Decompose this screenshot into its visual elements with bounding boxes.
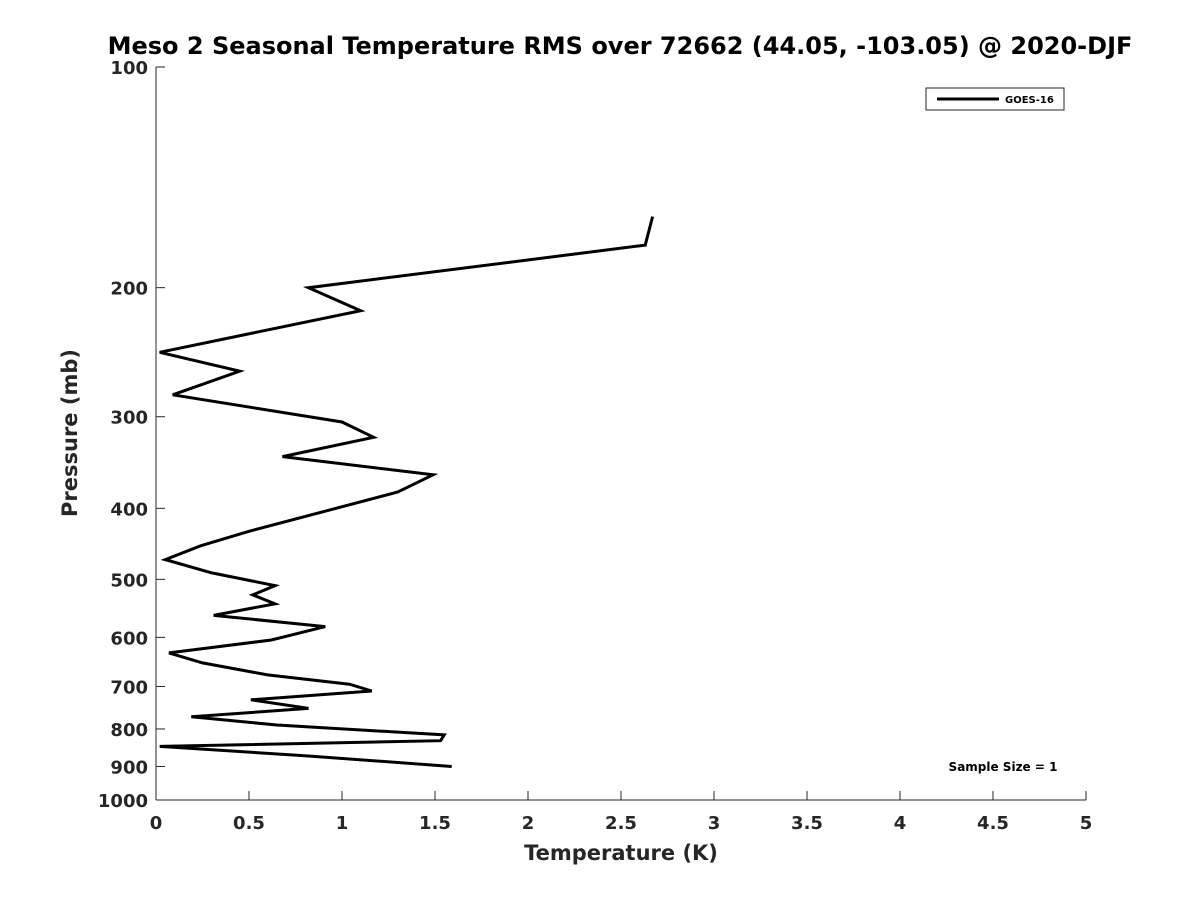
x-tick-label: 0 bbox=[150, 813, 163, 834]
x-tick-label: 1 bbox=[336, 813, 349, 834]
x-tick-label: 2.5 bbox=[605, 813, 637, 834]
y-ticks: 100 200 300 400 500 600 700 800 900 1000 bbox=[98, 58, 165, 812]
y-tick-label: 100 bbox=[110, 58, 148, 79]
y-tick-label: 800 bbox=[110, 720, 148, 741]
x-tick-label: 0.5 bbox=[233, 813, 265, 834]
x-tick-label: 1.5 bbox=[419, 813, 451, 834]
x-ticks: 0 0.5 1 1.5 2 2.5 3 3.5 4 4.5 5 bbox=[150, 791, 1093, 834]
y-axis-label: Pressure (mb) bbox=[58, 349, 82, 517]
y-tick-label: 900 bbox=[110, 757, 148, 778]
legend-label: GOES-16 bbox=[1005, 95, 1054, 106]
x-tick-label: 4 bbox=[894, 813, 907, 834]
y-tick-label: 300 bbox=[110, 408, 148, 429]
y-tick-label: 600 bbox=[110, 628, 148, 649]
x-axis-label: Temperature (K) bbox=[524, 841, 718, 865]
series-group bbox=[159, 216, 655, 768]
legend: GOES-16 bbox=[925, 87, 1065, 111]
series-line-goes-16 bbox=[159, 216, 655, 768]
x-tick-label: 5 bbox=[1080, 813, 1093, 834]
y-tick-label: 200 bbox=[110, 279, 148, 300]
y-tick-label: 1000 bbox=[98, 791, 148, 812]
x-tick-label: 3.5 bbox=[791, 813, 823, 834]
y-tick-label: 500 bbox=[110, 570, 148, 591]
x-tick-label: 2 bbox=[522, 813, 535, 834]
x-tick-label: 4.5 bbox=[977, 813, 1009, 834]
x-tick-label: 3 bbox=[708, 813, 721, 834]
y-tick-label: 400 bbox=[110, 499, 148, 520]
y-tick-label: 700 bbox=[110, 677, 148, 698]
chart-title: Meso 2 Seasonal Temperature RMS over 726… bbox=[108, 32, 1133, 60]
sample-size-annotation: Sample Size = 1 bbox=[949, 760, 1058, 774]
